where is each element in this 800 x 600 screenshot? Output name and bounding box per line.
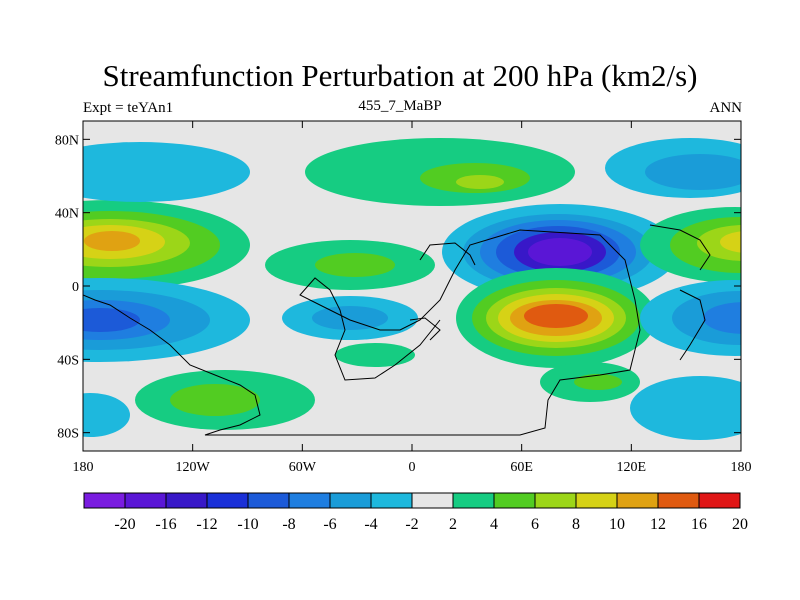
colorbar-swatch <box>411 492 454 509</box>
colorbar-swatch <box>206 492 249 509</box>
y-tick-label: 80S <box>57 427 79 442</box>
x-tick-label: 60E <box>510 460 533 475</box>
colorbar-swatch <box>370 492 413 509</box>
colorbar-label: 10 <box>609 516 625 533</box>
coastline-main <box>83 229 641 436</box>
colorbar-label: 8 <box>572 516 580 533</box>
colorbar-label: -16 <box>155 516 176 533</box>
colorbar-swatch <box>657 492 700 509</box>
contour-fill-layer <box>83 138 741 440</box>
colorbar-swatch <box>698 492 741 509</box>
x-tick-label: 120E <box>617 460 647 475</box>
colorbar-swatch <box>329 492 372 509</box>
contour-low-ring-6 <box>528 238 592 266</box>
season-label: ANN <box>709 100 743 116</box>
colorbar-swatch <box>452 492 495 509</box>
colorbar-label: -20 <box>114 516 135 533</box>
contour-nh-low-east-2 <box>645 154 741 190</box>
x-tick-label: 120W <box>176 460 211 475</box>
colorbar-label: -10 <box>237 516 258 533</box>
y-tick-label: 40S <box>57 353 79 368</box>
chart-title: Streamfunction Perturbation at 200 hPa (… <box>102 58 698 93</box>
y-axis: 80N 40N 0 40S 80S <box>55 133 741 442</box>
contour-atl-high-2 <box>315 253 395 277</box>
contour-sh-high-4 <box>574 374 622 390</box>
colorbar-label: 4 <box>490 516 498 533</box>
colorbar-label: 20 <box>732 516 748 533</box>
coastline-australia <box>679 289 706 361</box>
contour-atl-high-3 <box>335 343 415 367</box>
colorbar-swatch <box>493 492 536 509</box>
colorbar-label: 16 <box>691 516 707 533</box>
x-axis: 180 120W 60W 0 60E 120E 180 <box>73 121 752 475</box>
contour-high-ring-6 <box>524 304 588 328</box>
contour-sh-low-east <box>630 376 741 440</box>
contour-sh-low-west <box>83 393 130 437</box>
colorbar: -20 -16 -12 -10 -8 -6 -4 -2 2 4 6 8 10 12 16 20 <box>83 492 748 533</box>
colorbar-swatch <box>124 492 167 509</box>
colorbar-swatch <box>534 492 577 509</box>
y-tick-label: 40N <box>55 207 79 222</box>
colorbar-swatch <box>83 492 126 509</box>
experiment-label: Expt = teYAn1 <box>83 100 174 116</box>
contour-west-high-5 <box>84 231 140 251</box>
contour-west-low-4 <box>83 308 140 332</box>
colorbar-label: -4 <box>364 516 377 533</box>
colorbar-swatch <box>247 492 290 509</box>
colorbar-label: -6 <box>323 516 336 533</box>
contour-sh-high-2 <box>170 384 260 416</box>
colorbar-swatch <box>616 492 659 509</box>
colorbar-swatch <box>288 492 331 509</box>
x-tick-label: 180 <box>731 460 752 475</box>
coastline-island <box>409 317 441 341</box>
colorbar-label: -2 <box>405 516 418 533</box>
colorbar-label: -8 <box>282 516 295 533</box>
coastline-layer <box>83 224 711 436</box>
y-tick-label: 0 <box>72 280 79 295</box>
colorbar-label: 2 <box>449 516 457 533</box>
contour-east-high-4 <box>720 231 741 253</box>
colorbar-label: 12 <box>650 516 666 533</box>
contour-east-low-3 <box>703 302 741 334</box>
contour-nh-high-3 <box>456 175 504 189</box>
y-tick-label: 80N <box>55 133 79 148</box>
contour-east-high-3 <box>697 225 741 261</box>
x-tick-label: 60W <box>289 460 317 475</box>
contour-atl-low-2 <box>312 306 388 330</box>
colorbar-swatch <box>575 492 618 509</box>
x-tick-label: 0 <box>409 460 416 475</box>
coastline-asia-east <box>649 224 711 271</box>
coastline-europe <box>419 242 476 266</box>
x-tick-label: 180 <box>73 460 94 475</box>
case-label: 455_7_MaBP <box>358 98 442 114</box>
colorbar-swatch <box>165 492 208 509</box>
contour-nh-low-west <box>83 142 250 202</box>
colorbar-label: 6 <box>531 516 539 533</box>
colorbar-label: -12 <box>196 516 217 533</box>
